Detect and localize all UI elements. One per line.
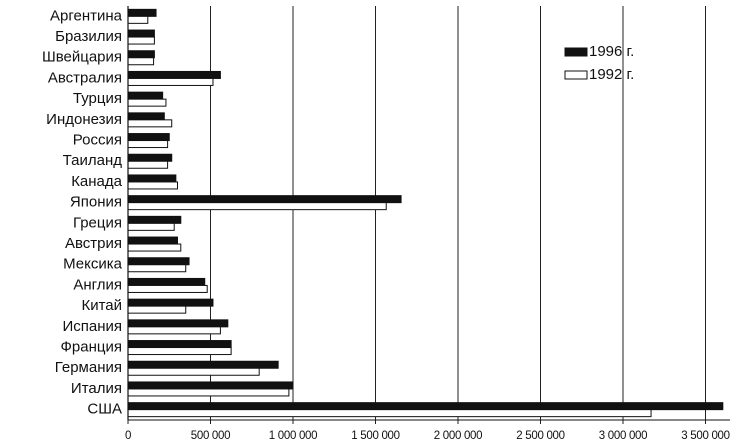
y-tick-label: Франция — [61, 339, 122, 356]
bar — [127, 284, 208, 293]
legend-swatch — [564, 47, 588, 57]
bar — [127, 257, 190, 266]
y-tick-label: Австрия — [65, 235, 122, 252]
x-tick-label: 2 000 000 — [434, 430, 482, 442]
bar — [127, 326, 221, 335]
bar — [127, 70, 221, 79]
bar — [127, 133, 170, 142]
x-tick-label: 2 500 000 — [516, 430, 564, 442]
y-tick-label: Япония — [70, 194, 122, 211]
legend-label: 1992 г. — [589, 66, 634, 83]
y-tick-label: Испания — [62, 318, 122, 335]
bar — [127, 298, 214, 307]
y-tick-label: Россия — [73, 132, 122, 149]
bar — [127, 8, 157, 17]
y-tick-label: Индонезия — [46, 111, 122, 128]
y-tick-label: США — [87, 401, 122, 418]
bar — [127, 119, 173, 128]
bar — [127, 181, 178, 190]
bar — [127, 277, 206, 286]
bar — [127, 91, 164, 100]
x-tick-label: 500 000 — [191, 430, 230, 442]
bar — [127, 409, 652, 418]
bar — [127, 140, 169, 149]
bar — [127, 264, 187, 273]
x-tick-label: 3 500 000 — [681, 430, 729, 442]
y-tick-label: Италия — [71, 380, 122, 397]
bar — [127, 195, 402, 204]
y-tick-label: Австралия — [48, 69, 122, 86]
bar — [127, 402, 724, 411]
x-tick-label: 1 500 000 — [351, 430, 399, 442]
bar — [127, 215, 182, 224]
bar — [127, 160, 169, 169]
y-tick-label: Аргентина — [50, 7, 123, 24]
y-tick-label: Англия — [73, 276, 122, 293]
bar — [127, 153, 173, 162]
legend-swatch — [564, 70, 588, 80]
bar — [127, 50, 155, 59]
bar — [127, 243, 182, 252]
y-tick-label: Китай — [81, 297, 122, 314]
x-tick-label: 3 000 000 — [599, 430, 647, 442]
bar — [127, 347, 232, 356]
x-tick-label: 1 000 000 — [269, 430, 317, 442]
y-tick-label: Турция — [73, 90, 122, 107]
bar — [127, 112, 165, 121]
bar — [127, 236, 178, 245]
y-tick-label: Греция — [73, 214, 122, 231]
bar — [127, 77, 214, 86]
bar — [127, 360, 279, 369]
bar — [127, 388, 290, 397]
bar — [127, 15, 149, 24]
bar — [127, 57, 155, 66]
bar — [127, 202, 387, 211]
legend-label: 1996 г. — [589, 43, 634, 60]
bar — [127, 174, 177, 183]
bar — [127, 36, 155, 45]
bar — [127, 29, 155, 38]
y-tick-label: Мексика — [63, 256, 123, 273]
y-tick-label: Таиланд — [63, 152, 123, 169]
bar — [127, 98, 167, 107]
bar — [127, 319, 229, 328]
x-tick-label: 0 — [125, 430, 131, 442]
bar — [127, 305, 187, 314]
y-tick-label: Канада — [71, 173, 122, 190]
y-tick-label: Германия — [55, 359, 122, 376]
y-tick-label: Швейцария — [42, 49, 122, 66]
bar — [127, 381, 294, 390]
bar — [127, 222, 175, 231]
bar — [127, 367, 260, 376]
bar — [127, 340, 232, 349]
y-tick-label: Бразилия — [55, 28, 122, 45]
